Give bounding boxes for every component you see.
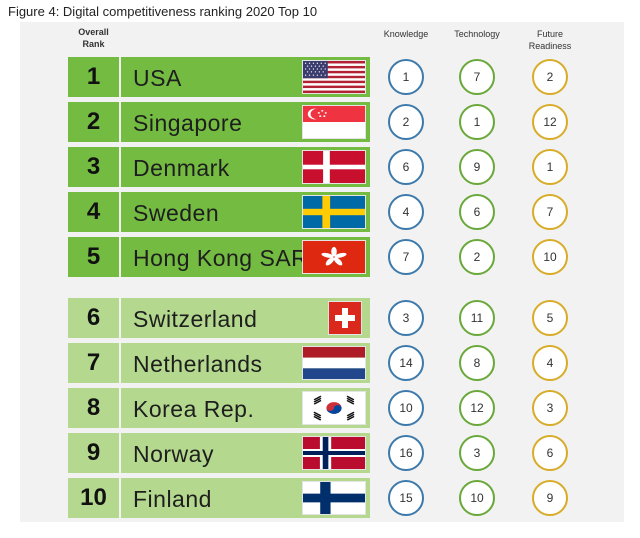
future-readiness-score: 1 [532,149,568,185]
header-technology: Technology [454,29,500,39]
country-name: Norway [133,441,214,467]
country-cell: Singapore [121,102,370,142]
rank-number: 8 [68,388,119,428]
future-readiness-score: 5 [532,300,568,336]
usa-flag-icon [303,61,365,93]
knowledge-score: 3 [388,300,424,336]
ranking-row: 6 Switzerland [68,298,370,338]
header-future-readiness: Future Readiness [515,28,585,52]
ranking-row: 2 Singapore [68,102,370,142]
future-readiness-score: 4 [532,345,568,381]
switzerland-flag-icon [329,302,361,334]
technology-score: 9 [459,149,495,185]
technology-score: 7 [459,59,495,95]
rank-number: 1 [68,57,119,97]
ranking-row: 3 Denmark [68,147,370,187]
country-name: Singapore [133,110,243,136]
sweden-flag-icon [303,196,365,228]
rank-number: 4 [68,192,119,232]
header-overall-rank: Overall Rank [68,26,119,50]
ranking-row: 5 Hong Kong SAR [68,237,370,277]
ranking-row: 4 Sweden [68,192,370,232]
singapore-flag-icon [303,106,365,138]
denmark-flag-icon [303,151,365,183]
ranking-row: 7 Netherlands [68,343,370,383]
future-readiness-score: 12 [532,104,568,140]
technology-score: 3 [459,435,495,471]
country-cell: Korea Rep. [121,388,370,428]
country-cell: Norway [121,433,370,473]
rank-number: 7 [68,343,119,383]
country-cell: Hong Kong SAR [121,237,370,277]
technology-score: 6 [459,194,495,230]
header-overall-rank-line2: Rank [82,39,105,49]
country-name: Netherlands [133,351,263,377]
rank-number: 6 [68,298,119,338]
rank-number: 10 [68,478,119,518]
header-overall-rank-line1: Overall [78,27,109,37]
future-readiness-score: 2 [532,59,568,95]
rank-number: 3 [68,147,119,187]
knowledge-score: 6 [388,149,424,185]
knowledge-score: 15 [388,480,424,516]
knowledge-score: 2 [388,104,424,140]
country-name: Finland [133,486,212,512]
header-knowledge: Knowledge [383,29,429,39]
ranking-row: 9 Norway [68,433,370,473]
country-name: Hong Kong SAR [133,245,309,271]
country-cell: Netherlands [121,343,370,383]
knowledge-score: 10 [388,390,424,426]
country-cell: USA [121,57,370,97]
figure-caption: Figure 4: Digital competitiveness rankin… [8,4,318,19]
country-cell: Switzerland [121,298,370,338]
rank-number: 9 [68,433,119,473]
finland-flag-icon [303,482,365,514]
future-readiness-score: 7 [532,194,568,230]
country-cell: Sweden [121,192,370,232]
technology-score: 1 [459,104,495,140]
technology-score: 11 [459,300,495,336]
future-readiness-score: 3 [532,390,568,426]
knowledge-score: 16 [388,435,424,471]
country-cell: Denmark [121,147,370,187]
korea-flag-icon [303,392,365,424]
ranking-row: 8 Korea Rep. [68,388,370,428]
country-name: Denmark [133,155,230,181]
header-future-line1: Future [536,29,563,39]
country-name: Korea Rep. [133,396,255,422]
norway-flag-icon [303,437,365,469]
future-readiness-score: 9 [532,480,568,516]
rank-number: 2 [68,102,119,142]
future-readiness-score: 6 [532,435,568,471]
technology-score: 2 [459,239,495,275]
country-name: Sweden [133,200,220,226]
rank-number: 5 [68,237,119,277]
future-readiness-score: 10 [532,239,568,275]
hong-kong-flag-icon [303,241,365,273]
knowledge-score: 1 [388,59,424,95]
country-name: USA [133,65,182,91]
country-cell: Finland [121,478,370,518]
technology-score: 12 [459,390,495,426]
ranking-row: 1 USA [68,57,370,97]
knowledge-score: 7 [388,239,424,275]
netherlands-flag-icon [303,347,365,379]
ranking-row: 10 Finland [68,478,370,518]
technology-score: 8 [459,345,495,381]
knowledge-score: 14 [388,345,424,381]
country-name: Switzerland [133,306,258,332]
header-future-line2: Readiness [528,41,572,51]
technology-score: 10 [459,480,495,516]
knowledge-score: 4 [388,194,424,230]
